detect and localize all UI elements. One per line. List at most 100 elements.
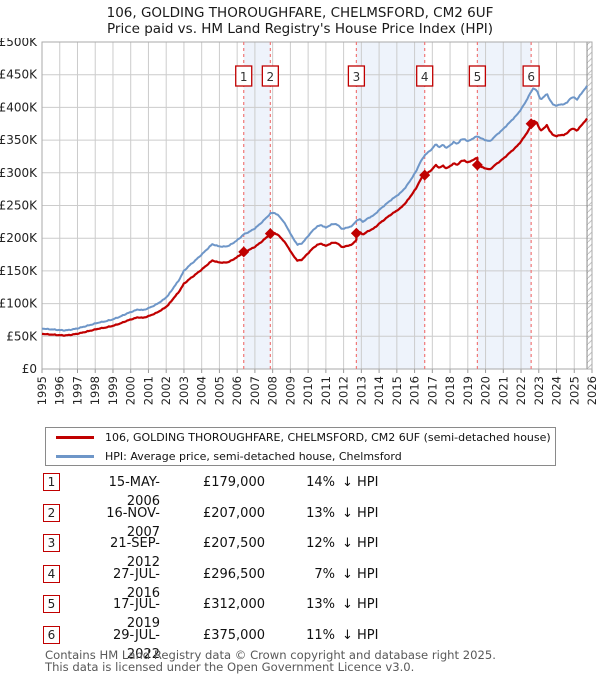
x-axis-label: 2018 (443, 376, 457, 405)
sale-marker (238, 246, 250, 258)
y-axis-label: £450K (0, 68, 38, 82)
sale-vs-hpi-label: ↓ HPI (342, 597, 379, 612)
x-axis-label: 2005 (212, 376, 226, 405)
sale-date: 15-MAY-2006 (108, 475, 160, 509)
sale-vs-hpi-label: ↓ HPI (342, 505, 379, 521)
sale-marker (419, 169, 431, 181)
x-axis-label: 2010 (301, 376, 315, 405)
y-axis-label: £250K (0, 199, 38, 213)
y-axis-label: £400K (0, 100, 38, 114)
footer-line-2: This data is licensed under the Open Gov… (45, 660, 415, 675)
y-axis-label: £150K (0, 264, 38, 278)
sale-number-badge: 6 (43, 625, 60, 644)
sale-vs-hpi-label: ↓ HPI (342, 566, 379, 582)
sale-vs-hpi-label: ↓ HPI (342, 475, 379, 490)
x-axis-label: 2019 (461, 376, 475, 405)
x-axis-label: 2006 (230, 376, 244, 405)
sale-pct-vs-hpi: 14% (306, 475, 335, 490)
sale-price: £179,000 (202, 475, 265, 490)
sale-price: £207,000 (202, 505, 265, 521)
legend-label-price: 106, GOLDING THOROUGHFARE, CHELMSFORD, C… (105, 430, 551, 444)
x-axis-label: 1998 (88, 376, 102, 405)
sale-number-box (416, 65, 434, 87)
sale-number-label: 1 (240, 70, 248, 84)
x-axis-label: 2017 (425, 376, 439, 405)
x-axis-label: 2002 (159, 376, 173, 405)
price-paid-line (41, 117, 588, 337)
x-axis-label: 2012 (337, 376, 351, 405)
footer-line-1: Contains HM Land Registry data © Crown c… (45, 648, 496, 662)
sale-marker (471, 159, 483, 171)
sale-price: £296,500 (202, 566, 265, 582)
sale-date: 17-JUL-2019 (112, 597, 160, 631)
chart-legend: 106, GOLDING THOROUGHFARE, CHELMSFORD, C… (45, 427, 556, 466)
x-axis-label: 2025 (567, 376, 581, 405)
sale-pct-vs-hpi: 7% (314, 566, 335, 582)
sale-vs-hpi-label: ↓ HPI (342, 627, 379, 643)
x-axis-label: 2016 (408, 376, 422, 405)
sale-pct-vs-hpi: 11% (306, 627, 335, 643)
sale-date: 29-JUL-2022 (112, 627, 160, 662)
sale-pct-vs-hpi: 13% (306, 597, 335, 612)
page-subtitle: Price paid vs. HM Land Registry's House … (107, 21, 493, 37)
sale-number-box (261, 65, 279, 87)
x-axis-label: 2004 (195, 376, 209, 405)
table-row: 2 16-NOV-2007 £207,000 13% ↓ HPI (43, 503, 600, 540)
sale-number-badge: 5 (43, 595, 60, 613)
table-row: 3 21-SEP-2012 £207,500 12% ↓ HPI (43, 534, 600, 570)
sale-number-label: 5 (474, 70, 482, 84)
x-axis-label: 1997 (70, 376, 84, 405)
x-axis-label: 2000 (124, 376, 138, 405)
x-axis-label: 2008 (266, 376, 280, 405)
x-axis-label: 2013 (354, 376, 368, 405)
y-axis-label: £500K (0, 38, 38, 49)
x-axis-label: 1999 (106, 376, 120, 405)
sale-number-label: 3 (353, 70, 361, 84)
sale-pct-vs-hpi: 12% (306, 536, 335, 551)
sale-number-badge: 2 (43, 503, 60, 522)
y-axis-label: £50K (6, 329, 38, 343)
y-axis-label: £300K (0, 166, 38, 180)
x-axis-label: 2009 (283, 376, 297, 405)
future-hatch (587, 42, 592, 369)
y-axis-label: £0 (22, 362, 37, 376)
y-axis-label: £350K (0, 133, 38, 147)
hpi-line-swatch (56, 454, 94, 458)
x-axis-label: 2003 (177, 376, 191, 405)
legend-row-price: 106, GOLDING THOROUGHFARE, CHELMSFORD, C… (46, 428, 555, 446)
sale-marker (525, 118, 537, 130)
hpi-line (41, 85, 588, 332)
x-axis-label: 2020 (479, 376, 493, 405)
sale-number-box (347, 65, 366, 87)
x-axis-label: 2011 (319, 376, 333, 405)
sale-number-badge: 1 (43, 473, 60, 491)
x-axis-label: 2014 (372, 376, 386, 405)
sale-price: £375,000 (202, 627, 265, 643)
sale-price: £207,500 (202, 536, 265, 551)
sale-number-box (235, 65, 253, 87)
sale-date: 16-NOV-2007 (106, 505, 160, 540)
sale-number-label: 4 (421, 70, 429, 84)
legend-label-hpi: HPI: Average price, semi-detached house,… (105, 449, 402, 463)
copyright-footer: Contains HM Land Registry data © Crown c… (45, 649, 585, 674)
table-row: 4 27-JUL-2016 £296,500 7% ↓ HPI (43, 564, 600, 601)
sale-number-label: 6 (527, 70, 535, 84)
sale-marker (350, 227, 362, 239)
plot-border (41, 41, 593, 370)
sale-date: 27-JUL-2016 (112, 566, 160, 601)
x-axis-label: 2026 (585, 376, 599, 405)
sale-number-badge: 4 (43, 564, 60, 583)
x-axis-label: 2015 (390, 376, 404, 405)
y-axis-label: £200K (0, 231, 38, 245)
sale-date: 21-SEP-2012 (110, 536, 160, 570)
table-row: 1 15-MAY-2006 £179,000 14% ↓ HPI (43, 473, 600, 509)
sale-number-label: 2 (267, 70, 275, 84)
sale-marker (264, 228, 276, 240)
x-axis-label: 1996 (53, 376, 67, 405)
legend-row-hpi: HPI: Average price, semi-detached house,… (46, 447, 555, 465)
x-axis-label: 2022 (514, 376, 528, 405)
x-axis-label: 2001 (141, 376, 155, 405)
sale-number-badge: 3 (43, 534, 60, 552)
sale-number-box (522, 65, 540, 87)
x-axis-label: 1995 (35, 376, 49, 405)
